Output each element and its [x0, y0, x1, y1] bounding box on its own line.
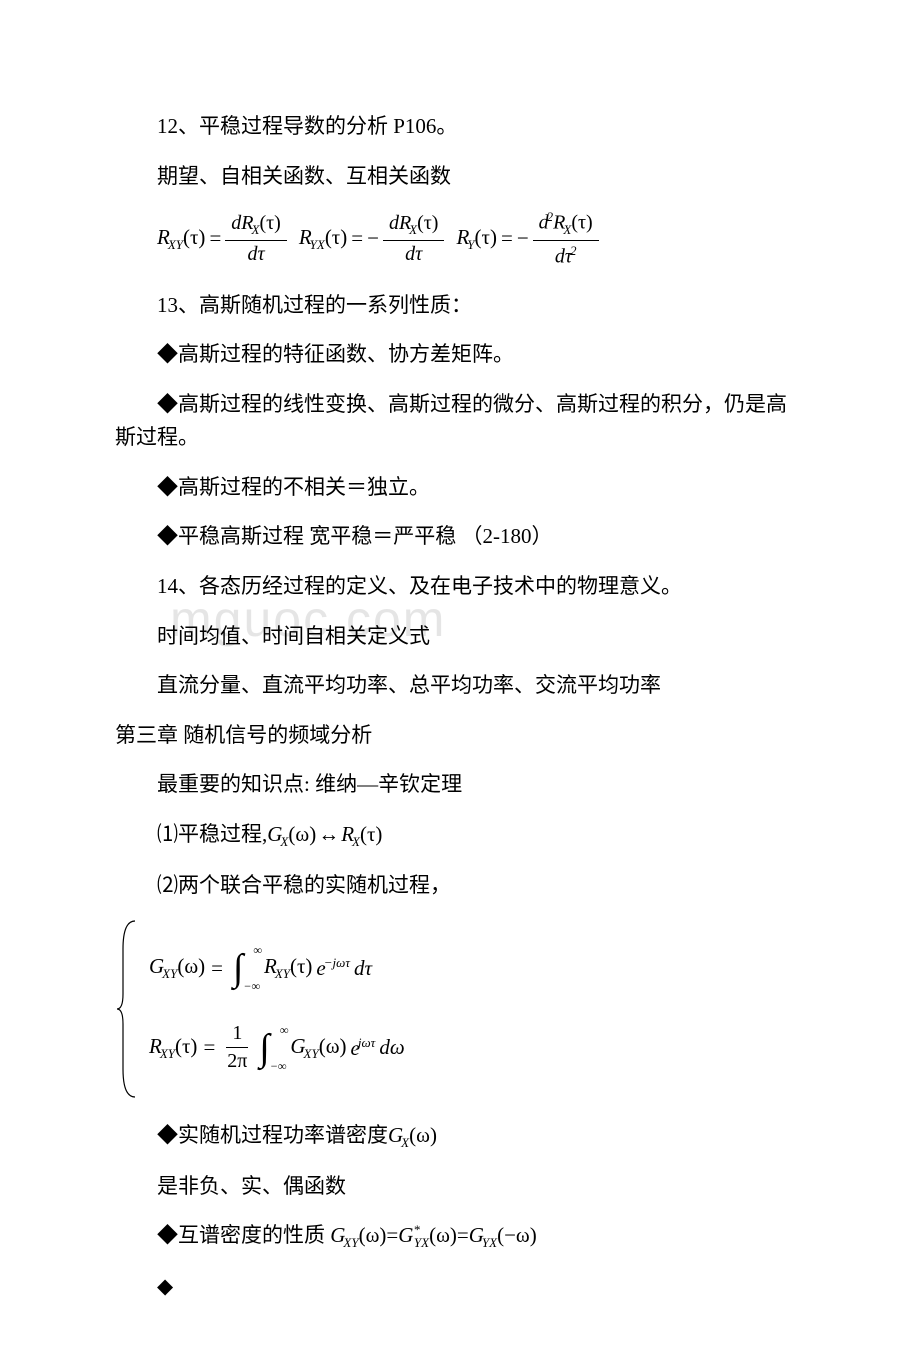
p13-bullet4: ◆平稳高斯过程 宽平稳＝严平稳 （2-180）: [115, 520, 805, 554]
formula-derivatives: RXY(τ) = dRX(τ) dτ RYX(τ) = − dRX(τ) dτ …: [115, 209, 805, 268]
item2: ⑵两个联合平稳的实随机过程，: [115, 869, 805, 903]
p14-sub2: 直流分量、直流平均功率、总平均功率、交流平均功率: [115, 669, 805, 703]
p13-bullet1: ◆高斯过程的特征函数、协方差矩阵。: [115, 338, 805, 372]
p12-title: 12、平稳过程导数的分析 P106。: [115, 110, 805, 144]
brace-system: GXY(ω) = ∫ ∞−∞ RXY(τ) e−jωτ dτ RXY(τ) = …: [115, 919, 805, 1099]
formula-ry: RY(τ) = − d2RX(τ) dτ2: [456, 209, 598, 268]
item1: ⑴平稳过程,GX(ω)↔RX(τ): [115, 818, 805, 853]
chapter3-heading: 第三章 随机信号的频域分析: [115, 719, 805, 753]
formula-rxy: RXY(τ) = dRX(τ) dτ: [157, 212, 287, 266]
p13-bullet3: ◆高斯过程的不相关＝独立。: [115, 471, 805, 505]
prop1-line2: 是非负、实、偶函数: [115, 1170, 805, 1204]
prop3: ◆: [115, 1270, 805, 1304]
prop1: ◆实随机过程功率谱密度GX(ω): [115, 1119, 805, 1154]
p14-sub: 时间均值、时间自相关定义式: [115, 620, 805, 654]
p12-subtitle: 期望、自相关函数、互相关函数: [115, 160, 805, 194]
p13-title: 13、高斯随机过程的一系列性质：: [115, 289, 805, 323]
page-content: 12、平稳过程导数的分析 P106。 期望、自相关函数、互相关函数 RXY(τ)…: [115, 110, 805, 1304]
formula-gxy-integral: GXY(ω) = ∫ ∞−∞ RXY(τ) e−jωτ dτ: [149, 944, 405, 992]
formula-rxy-integral: RXY(τ) = 1 2π ∫ ∞−∞ GXY(ω) ejωτ dω: [149, 1022, 405, 1073]
left-brace-icon: [115, 919, 141, 1099]
p13-bullet2: ◆高斯过程的线性变换、高斯过程的微分、高斯过程的积分，仍是高斯过程。: [115, 388, 805, 455]
formula-ryx: RYX(τ) = − dRX(τ) dτ: [299, 212, 445, 266]
p14-title: 14、各态历经过程的定义、及在电子技术中的物理意义。: [115, 570, 805, 604]
keypoint: 最重要的知识点: 维纳—辛钦定理: [115, 768, 805, 802]
prop2: ◆互谱密度的性质 GXY(ω)=G*YX(ω)=GYX(−ω): [115, 1219, 805, 1254]
